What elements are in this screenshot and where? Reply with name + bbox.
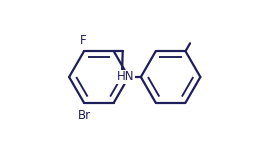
Text: F: F — [80, 34, 86, 47]
Text: Br: Br — [78, 109, 91, 122]
Text: HN: HN — [117, 71, 134, 83]
